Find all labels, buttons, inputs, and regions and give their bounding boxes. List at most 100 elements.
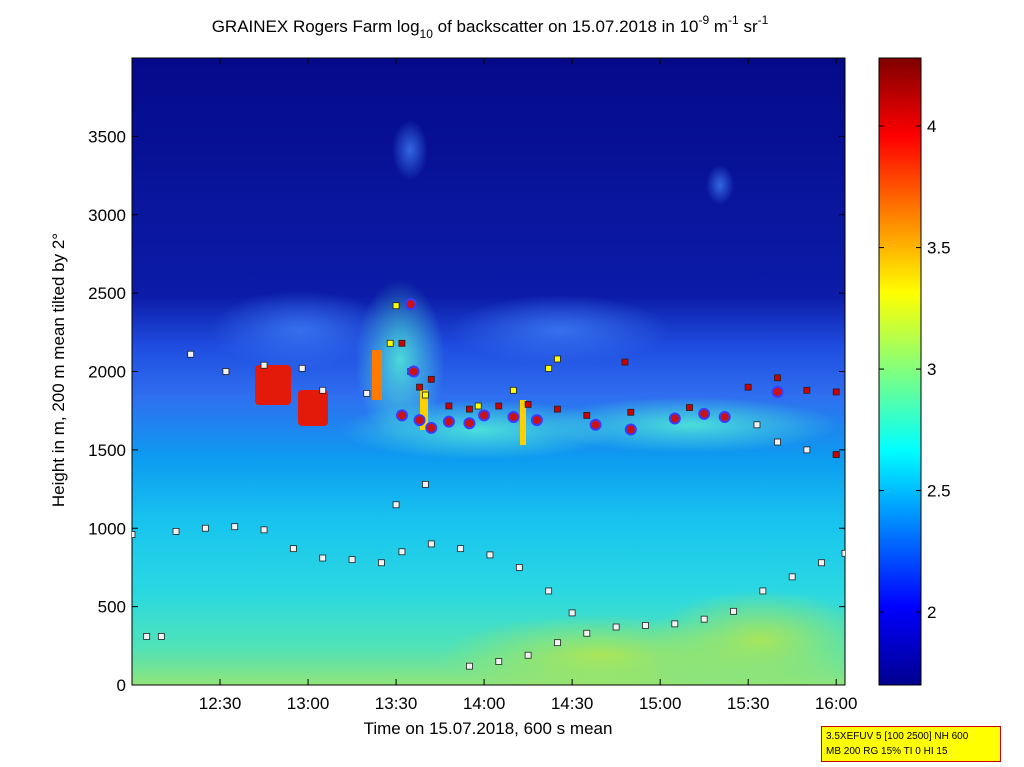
colorbar-tick-label: 2.5 xyxy=(927,482,951,501)
data-point xyxy=(395,409,408,422)
data-point xyxy=(222,368,230,375)
data-point xyxy=(589,418,602,431)
data-point xyxy=(832,451,840,458)
data-point xyxy=(612,623,620,631)
data-point xyxy=(143,633,151,640)
data-point xyxy=(515,564,523,571)
data-point xyxy=(545,587,553,595)
hot-block xyxy=(520,400,526,445)
y-tick-label: 2500 xyxy=(88,284,126,303)
data-point xyxy=(753,421,761,429)
data-point xyxy=(132,531,136,538)
data-point xyxy=(803,446,811,454)
x-tick-label: 13:30 xyxy=(375,694,418,713)
data-point xyxy=(442,415,455,428)
data-point xyxy=(774,374,781,382)
data-point xyxy=(422,480,429,488)
data-point xyxy=(260,526,268,534)
hot-block xyxy=(372,350,382,400)
data-point xyxy=(413,414,426,427)
data-point xyxy=(427,540,435,548)
data-point xyxy=(568,609,576,617)
data-point xyxy=(718,410,731,423)
data-point xyxy=(771,385,784,398)
x-tick-label: 12:30 xyxy=(199,694,242,713)
data-point xyxy=(319,554,327,562)
x-tick-label: 16:00 xyxy=(815,694,858,713)
x-tick-label: 15:30 xyxy=(727,694,770,713)
data-point xyxy=(668,412,681,425)
data-point xyxy=(621,358,629,366)
data-point xyxy=(416,383,423,391)
data-point xyxy=(172,527,180,535)
y-tick-label: 1000 xyxy=(88,519,126,538)
data-point xyxy=(486,551,494,559)
data-point xyxy=(832,388,840,396)
info-line-1: 3.5XEFUV 5 [100 2500] NH 600 xyxy=(826,731,969,742)
data-point xyxy=(841,549,845,557)
data-point xyxy=(187,350,195,358)
data-point xyxy=(759,587,767,595)
data-point xyxy=(474,402,482,410)
colorbar-ticks: 2 2.5 3 3.5 4 xyxy=(879,117,951,622)
colorbar-tick-label: 2 xyxy=(927,603,936,622)
info-box: 3.5XEFUV 5 [100 2500] NH 600 MB 200 RG 1… xyxy=(821,726,1001,762)
info-line-2: MB 200 RG 15% TI 0 HI 15 xyxy=(826,746,948,757)
data-point xyxy=(671,620,679,628)
data-point xyxy=(466,405,473,413)
data-point xyxy=(457,545,465,553)
data-point xyxy=(407,365,420,378)
x-axis: 12:30 13:00 13:30 14:00 14:30 15:00 15:30 16:00 xyxy=(199,58,858,713)
y-axis-label: Height in m, 200 m mean tilted by 2° xyxy=(49,233,68,507)
data-point xyxy=(319,386,327,394)
data-point xyxy=(427,375,435,383)
data-point xyxy=(545,364,553,372)
data-point xyxy=(524,651,532,659)
data-point xyxy=(466,662,473,670)
data-point xyxy=(686,404,693,411)
colorbar xyxy=(878,57,922,686)
data-point xyxy=(583,629,591,637)
colorbar-tick-label: 4 xyxy=(927,117,936,136)
data-point xyxy=(231,523,239,531)
data-point xyxy=(348,556,356,563)
colorbar-tick-label: 3.5 xyxy=(927,239,951,258)
hot-block xyxy=(255,365,291,405)
data-point xyxy=(524,401,532,408)
data-point xyxy=(392,501,400,509)
y-tick-label: 2000 xyxy=(88,363,126,382)
data-point xyxy=(698,407,711,420)
data-point xyxy=(507,410,520,423)
chart-title: GRAINEX Rogers Farm log10 of backscatter… xyxy=(212,13,769,41)
data-point xyxy=(425,421,438,434)
hot-block xyxy=(420,390,428,430)
data-point xyxy=(774,438,781,446)
data-point xyxy=(422,391,429,399)
data-point xyxy=(260,361,268,369)
data-point xyxy=(530,414,543,427)
data-point xyxy=(392,302,400,310)
data-point xyxy=(554,355,561,363)
data-point xyxy=(298,364,306,372)
y-tick-label: 0 xyxy=(117,676,126,695)
y-tick-label: 3500 xyxy=(88,127,126,146)
data-point xyxy=(478,409,491,422)
x-tick-label: 15:00 xyxy=(639,694,682,713)
data-point xyxy=(378,559,385,567)
data-point xyxy=(201,524,209,532)
data-point xyxy=(554,639,561,647)
y-tick-label: 1500 xyxy=(88,441,126,460)
data-point xyxy=(554,405,561,413)
data-point xyxy=(495,658,503,665)
data-point xyxy=(730,607,737,615)
data-point xyxy=(583,411,591,419)
data-point xyxy=(624,423,637,436)
data-point xyxy=(744,383,752,391)
hot-block xyxy=(298,390,328,426)
data-point xyxy=(700,615,708,623)
y-tick-label: 3000 xyxy=(88,206,126,225)
y-tick-label: 500 xyxy=(98,598,126,617)
data-point xyxy=(495,402,503,410)
data-point xyxy=(788,573,796,581)
